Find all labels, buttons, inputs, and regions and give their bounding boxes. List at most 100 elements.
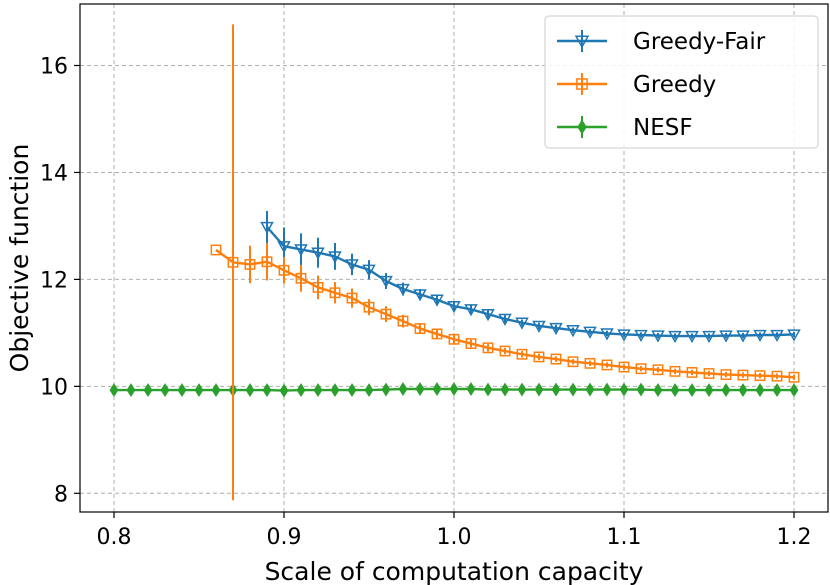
data-point-marker xyxy=(601,359,613,371)
data-point-marker xyxy=(753,329,767,343)
data-point-marker xyxy=(177,383,187,398)
data-point-marker xyxy=(600,328,614,341)
data-point-marker xyxy=(617,329,631,342)
data-point-marker xyxy=(635,363,647,375)
axis-ticks: 0.8 0.9 1.0 1.1 1.2 8 10 12 14 16 xyxy=(40,54,812,550)
data-point-marker xyxy=(669,365,681,377)
data-point-marker xyxy=(347,383,357,398)
data-point-marker xyxy=(515,317,529,330)
data-point-marker xyxy=(381,382,391,397)
data-point-marker xyxy=(772,383,782,398)
data-point-marker xyxy=(379,275,393,289)
data-point-marker xyxy=(584,357,596,369)
data-point-marker xyxy=(345,259,359,272)
data-point-marker xyxy=(396,283,410,297)
data-point-marker xyxy=(277,241,291,254)
data-point-marker xyxy=(126,383,136,398)
data-point-marker xyxy=(380,308,392,320)
x-tick-label: 1.0 xyxy=(437,525,472,550)
x-tick-label: 0.8 xyxy=(97,525,132,550)
data-point-marker xyxy=(109,383,119,398)
data-point-marker xyxy=(210,244,222,256)
y-tick-label: 10 xyxy=(40,375,68,400)
data-point-marker xyxy=(363,301,375,313)
data-point-marker xyxy=(432,382,442,396)
data-point-marker xyxy=(415,382,425,396)
data-point-marker xyxy=(577,119,587,135)
x-tick-label: 0.9 xyxy=(267,525,302,550)
data-point-marker xyxy=(516,348,528,360)
data-point-marker xyxy=(576,78,588,90)
data-point-marker xyxy=(447,300,461,314)
data-point-marker xyxy=(585,382,595,397)
data-point-marker xyxy=(296,383,306,398)
x-tick-label: 1.2 xyxy=(777,525,812,550)
data-point-marker xyxy=(583,326,597,339)
legend: Greedy-Fair Greedy NESF xyxy=(544,15,819,149)
series-greedy-fair xyxy=(260,210,801,344)
data-point-marker xyxy=(618,361,630,373)
data-point-marker xyxy=(787,329,801,342)
legend-label: Greedy-Fair xyxy=(633,29,766,55)
data-point-marker xyxy=(720,369,732,380)
data-point-marker xyxy=(702,330,716,344)
data-point-marker xyxy=(703,368,715,379)
data-point-marker xyxy=(636,382,646,397)
data-point-marker xyxy=(312,281,324,293)
data-point-marker xyxy=(533,351,545,363)
data-point-marker xyxy=(464,304,478,317)
legend-item-greedy-fair: Greedy-Fair xyxy=(557,29,766,55)
data-point-marker xyxy=(278,264,290,276)
data-point-marker xyxy=(448,333,460,345)
data-point-marker xyxy=(566,325,580,338)
data-point-marker xyxy=(398,382,408,396)
data-point-marker xyxy=(738,383,748,398)
data-point-marker xyxy=(568,382,578,397)
data-point-marker xyxy=(227,256,239,268)
data-point-marker xyxy=(719,330,733,343)
y-tick-label: 8 xyxy=(54,482,68,507)
legend-item-nesf: NESF xyxy=(557,115,693,141)
data-point-marker xyxy=(668,330,682,344)
data-point-marker xyxy=(574,35,590,49)
data-point-marker xyxy=(245,383,255,398)
data-point-marker xyxy=(397,315,409,327)
data-point-marker xyxy=(549,322,563,336)
data-point-marker xyxy=(550,353,562,365)
data-point-marker xyxy=(414,323,426,335)
data-series xyxy=(109,24,801,501)
legend-box xyxy=(544,15,819,149)
data-point-marker xyxy=(160,383,170,398)
data-point-marker xyxy=(311,247,325,260)
y-tick-label: 14 xyxy=(40,161,68,186)
data-point-marker xyxy=(704,383,714,398)
data-point-marker xyxy=(653,383,663,398)
data-point-marker xyxy=(295,272,307,284)
data-point-marker xyxy=(789,383,799,398)
data-point-marker xyxy=(328,251,342,264)
data-point-marker xyxy=(619,382,629,397)
data-point-marker xyxy=(430,294,444,307)
data-point-marker xyxy=(482,342,494,354)
data-point-marker xyxy=(329,287,341,299)
data-point-marker xyxy=(413,289,427,302)
data-point-marker xyxy=(685,330,699,344)
data-point-marker xyxy=(260,221,274,235)
data-point-marker xyxy=(330,383,340,398)
data-point-marker xyxy=(143,383,153,398)
data-point-marker xyxy=(651,330,665,343)
y-tick-label: 12 xyxy=(40,268,68,293)
legend-label: NESF xyxy=(633,115,693,141)
data-point-marker xyxy=(686,367,698,378)
x-tick-label: 1.1 xyxy=(607,525,642,550)
series-nesf xyxy=(109,382,799,398)
data-point-marker xyxy=(652,364,664,376)
data-point-marker xyxy=(670,383,680,398)
data-point-marker xyxy=(551,382,561,397)
data-point-marker xyxy=(362,264,376,277)
data-point-marker xyxy=(211,383,221,398)
y-axis-label: Objective function xyxy=(5,144,34,373)
data-point-marker xyxy=(279,383,289,398)
data-point-marker xyxy=(481,308,495,322)
data-point-marker xyxy=(687,383,697,398)
